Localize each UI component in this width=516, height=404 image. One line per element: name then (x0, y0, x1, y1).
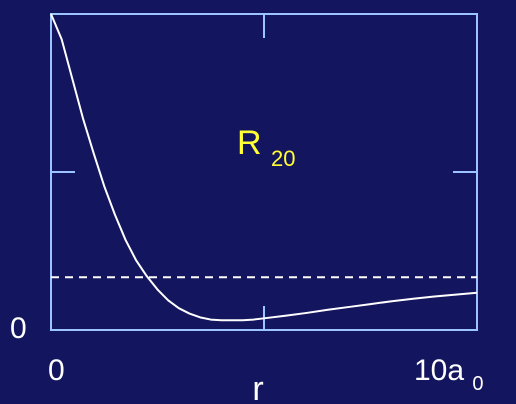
series-curve (50, 13, 478, 322)
x-tick-label-max: 10a 0 (414, 354, 484, 395)
chart-title-main: R (237, 124, 262, 162)
x-axis-label: r (252, 370, 263, 404)
chart-title: R 20 (237, 124, 296, 171)
plot-frame (50, 13, 478, 331)
series-layer (50, 13, 478, 322)
x-tick-label-max-main: 10a (414, 354, 464, 387)
x-tick-label-0: 0 (48, 354, 65, 387)
chart-title-subscript: 20 (271, 146, 295, 171)
x-tick-label-max-subscript: 0 (472, 373, 483, 395)
axis-ticks (51, 14, 477, 330)
y-tick-label-0: 0 (10, 312, 27, 345)
